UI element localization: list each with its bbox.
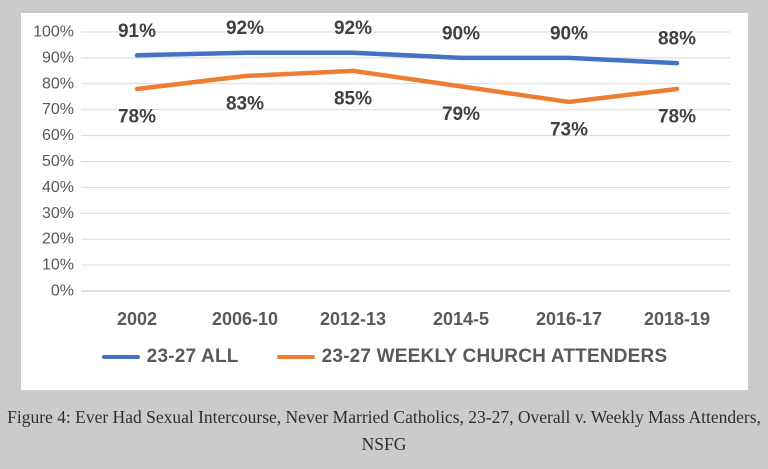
y-axis-tick-label: 80% — [42, 75, 74, 92]
y-axis-tick-label: 100% — [33, 24, 74, 41]
data-label: 78% — [118, 106, 156, 127]
legend-swatch-all — [101, 354, 140, 360]
x-axis-tick-label: 2002 — [117, 309, 157, 329]
x-axis-tick-label: 2006-10 — [212, 309, 278, 329]
x-axis-tick-label: 2012-13 — [320, 309, 386, 329]
data-label: 85% — [334, 88, 372, 109]
legend-label-weekly: 23-27 WEEKLY CHURCH ATTENDERS — [321, 346, 668, 367]
data-label: 78% — [658, 106, 696, 127]
y-axis-tick-label: 40% — [42, 179, 74, 196]
figure-caption: Figure 4: Ever Had Sexual Intercourse, N… — [0, 404, 768, 457]
figure-caption-line1: Figure 4: Ever Had Sexual Intercourse, N… — [7, 407, 761, 427]
data-label: 92% — [334, 18, 372, 39]
x-axis-tick-label: 2016-17 — [536, 309, 602, 329]
legend-item-all: 23-27 ALL — [101, 346, 239, 368]
y-axis-tick-label: 50% — [42, 153, 74, 170]
y-axis-tick-label: 70% — [42, 101, 74, 118]
data-label: 79% — [442, 104, 480, 125]
data-label: 90% — [550, 23, 588, 44]
y-axis-tick-label: 10% — [42, 257, 74, 274]
y-axis-tick-label: 30% — [42, 205, 74, 222]
data-label: 92% — [226, 18, 264, 39]
series-line-0 — [134, 50, 680, 66]
data-label: 90% — [442, 23, 480, 44]
data-label: 83% — [226, 94, 264, 115]
y-axis-tick-label: 90% — [42, 49, 74, 66]
figure-caption-line2: NSFG — [361, 433, 407, 454]
chart-card: 0% 10% 20% 30% 40% 50% 60% 70% 80% 90% 100% 2002 200… — [21, 13, 748, 390]
x-axis-tick-label: 2014-5 — [433, 309, 489, 329]
legend-swatch-weekly — [276, 354, 315, 360]
data-label: 91% — [118, 21, 156, 42]
legend-item-weekly: 23-27 WEEKLY CHURCH ATTENDERS — [276, 346, 668, 368]
data-label: 88% — [658, 29, 696, 50]
y-axis-tick-label: 0% — [51, 283, 74, 300]
y-axis-tick-label: 60% — [42, 127, 74, 144]
line-chart: 0% 10% 20% 30% 40% 50% 60% 70% 80% 90% 100% 2002 200… — [33, 18, 730, 329]
legend-label-all: 23-27 ALL — [146, 346, 239, 367]
series-line-1 — [134, 68, 680, 105]
chart-legend: 23-27 ALL 23-27 WEEKLY CHURCH ATTENDERS — [21, 346, 748, 368]
y-axis-tick-label: 20% — [42, 231, 74, 248]
x-axis-tick-label: 2018-19 — [644, 309, 710, 329]
data-label: 73% — [550, 119, 588, 140]
